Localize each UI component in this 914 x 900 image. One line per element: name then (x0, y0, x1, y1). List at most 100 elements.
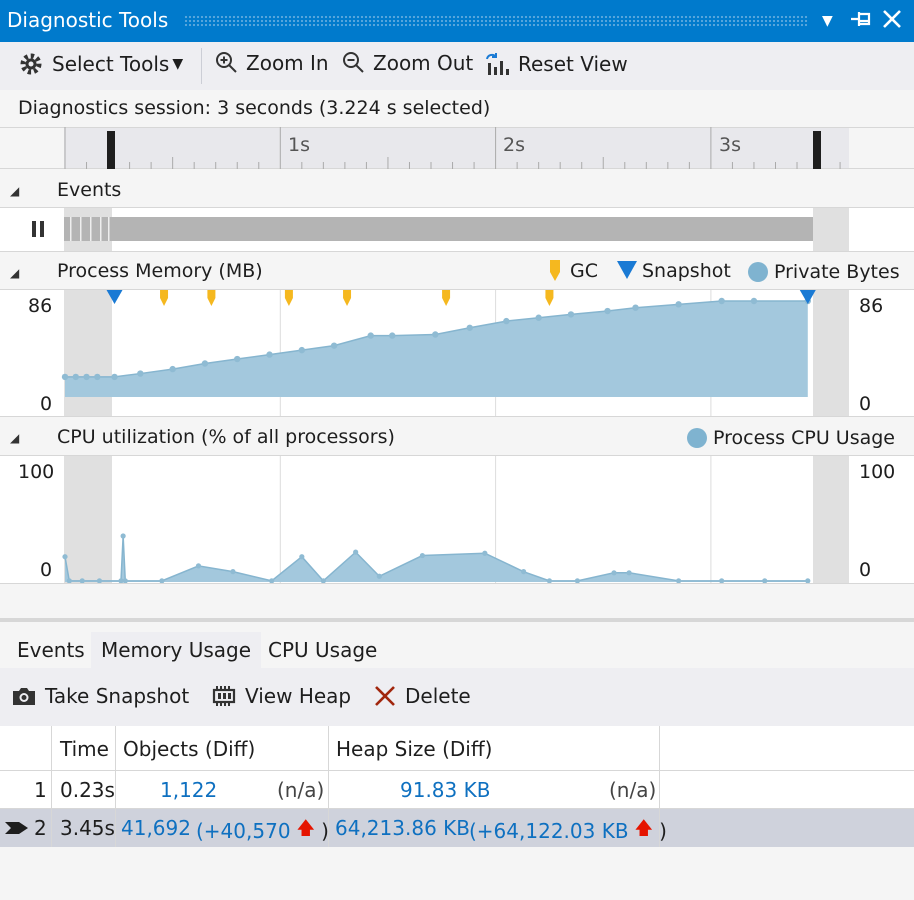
data-point[interactable] (535, 314, 542, 321)
collapse-cpu-icon[interactable]: ◢ (10, 431, 20, 445)
data-point[interactable] (676, 578, 682, 584)
tab-events[interactable]: Events (17, 638, 85, 662)
objects-count-link[interactable]: 1,122 (160, 778, 218, 802)
data-point[interactable] (503, 317, 510, 325)
gc-marker[interactable] (207, 290, 216, 306)
gc-marker[interactable] (343, 290, 352, 306)
close-icon[interactable] (880, 6, 904, 41)
tab-memory-usage[interactable]: Memory Usage (91, 632, 262, 668)
title-bar-grip[interactable] (184, 15, 808, 27)
data-point[interactable] (419, 552, 425, 559)
view-heap-button[interactable]: View Heap (211, 684, 351, 708)
pause-icon[interactable] (30, 219, 48, 243)
data-point[interactable] (432, 331, 439, 338)
timeline-area[interactable] (0, 127, 914, 622)
row-divider (0, 808, 914, 809)
zoom-in-button[interactable]: Zoom In (214, 51, 329, 75)
column-header-objects[interactable]: Objects (Diff) (123, 737, 256, 761)
data-point[interactable] (159, 578, 165, 584)
data-point[interactable] (298, 346, 306, 354)
collapse-memory-icon[interactable]: ◢ (10, 266, 20, 280)
increase-arrow-icon: 🡅 (296, 818, 316, 839)
data-point[interactable] (482, 550, 488, 556)
table-row-selected[interactable] (0, 809, 914, 847)
series-area (65, 301, 808, 397)
data-point[interactable] (632, 304, 639, 311)
column-header-heap[interactable]: Heap Size (Diff) (336, 737, 493, 761)
tab-cpu-usage[interactable]: CPU Usage (268, 638, 378, 662)
data-point[interactable] (389, 332, 396, 339)
data-point[interactable] (604, 307, 611, 315)
objects-count-link[interactable]: 41,692 (121, 816, 191, 840)
data-point[interactable] (546, 578, 553, 584)
data-point[interactable] (675, 301, 682, 308)
data-point[interactable] (120, 533, 126, 539)
data-point[interactable] (718, 297, 725, 305)
data-point[interactable] (266, 351, 273, 358)
data-point[interactable] (299, 554, 305, 560)
gc-marker[interactable] (160, 290, 169, 306)
events-track[interactable] (64, 217, 813, 241)
selection-start-handle[interactable] (107, 131, 115, 169)
gc-marker[interactable] (284, 290, 293, 306)
data-point[interactable] (611, 570, 617, 576)
data-point[interactable] (79, 578, 85, 584)
data-point[interactable] (520, 569, 527, 575)
window-menu-chevron-down-icon[interactable]: ▼ (822, 13, 833, 29)
data-point[interactable] (169, 365, 176, 373)
data-point[interactable] (111, 373, 118, 381)
data-point[interactable] (353, 549, 359, 555)
data-point[interactable] (376, 573, 382, 579)
snapshot-marker[interactable] (106, 290, 123, 304)
data-point[interactable] (230, 569, 236, 575)
data-point[interactable] (94, 373, 101, 381)
splitter[interactable] (0, 618, 914, 622)
data-point[interactable] (201, 360, 209, 367)
select-tools-button[interactable]: Select Tools ▼ (18, 51, 183, 77)
data-point[interactable] (750, 297, 758, 305)
data-point[interactable] (137, 370, 144, 377)
heap-size-link[interactable]: 91.83 KB (400, 778, 491, 802)
data-point[interactable] (234, 355, 241, 363)
data-point[interactable] (195, 563, 202, 569)
dropdown-arrow-icon: ▼ (172, 56, 184, 72)
gc-marker[interactable] (442, 290, 451, 306)
reset-view-button[interactable]: Reset View (484, 51, 628, 77)
heap-diff-link[interactable]: (+64,122.03 KB 🡅 ) (469, 816, 667, 846)
table-row[interactable] (0, 771, 914, 809)
data-point[interactable] (118, 578, 124, 584)
data-point[interactable] (72, 373, 79, 381)
selection-end-handle[interactable] (813, 131, 821, 169)
zoom-out-button[interactable]: Zoom Out (341, 51, 473, 75)
ruler-track[interactable] (64, 127, 849, 169)
delete-button[interactable]: Delete (373, 684, 471, 708)
column-header-time[interactable]: Time (60, 737, 109, 761)
gc-marker[interactable] (545, 290, 554, 306)
data-point[interactable] (626, 570, 632, 576)
data-point[interactable] (466, 324, 473, 331)
camera-icon (13, 688, 35, 705)
data-point[interactable] (574, 578, 581, 584)
snapshot-marker[interactable] (799, 290, 816, 304)
memory-chart[interactable] (61, 290, 816, 397)
data-point[interactable] (762, 578, 768, 584)
data-point[interactable] (122, 578, 128, 584)
data-point[interactable] (567, 311, 575, 318)
data-point[interactable] (269, 578, 275, 584)
data-point[interactable] (83, 373, 90, 381)
cpu-chart[interactable] (62, 533, 811, 584)
data-point[interactable] (805, 578, 811, 584)
objects-diff-link[interactable]: (+40,570 🡅 ) (196, 816, 329, 846)
pin-icon[interactable] (848, 6, 874, 41)
data-point[interactable] (367, 332, 374, 339)
data-point[interactable] (719, 578, 725, 584)
data-point[interactable] (330, 342, 338, 349)
collapse-events-icon[interactable]: ◢ (10, 184, 20, 198)
data-point[interactable] (61, 373, 69, 381)
take-snapshot-button[interactable]: Take Snapshot (11, 684, 189, 708)
data-point[interactable] (320, 578, 326, 584)
data-point[interactable] (66, 578, 72, 584)
data-point[interactable] (62, 554, 68, 560)
data-point[interactable] (96, 578, 103, 584)
heap-size-link[interactable]: 64,213.86 KB (335, 816, 470, 840)
